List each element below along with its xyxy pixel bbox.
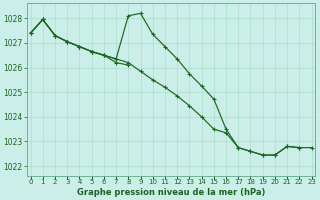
X-axis label: Graphe pression niveau de la mer (hPa): Graphe pression niveau de la mer (hPa) [77,188,265,197]
